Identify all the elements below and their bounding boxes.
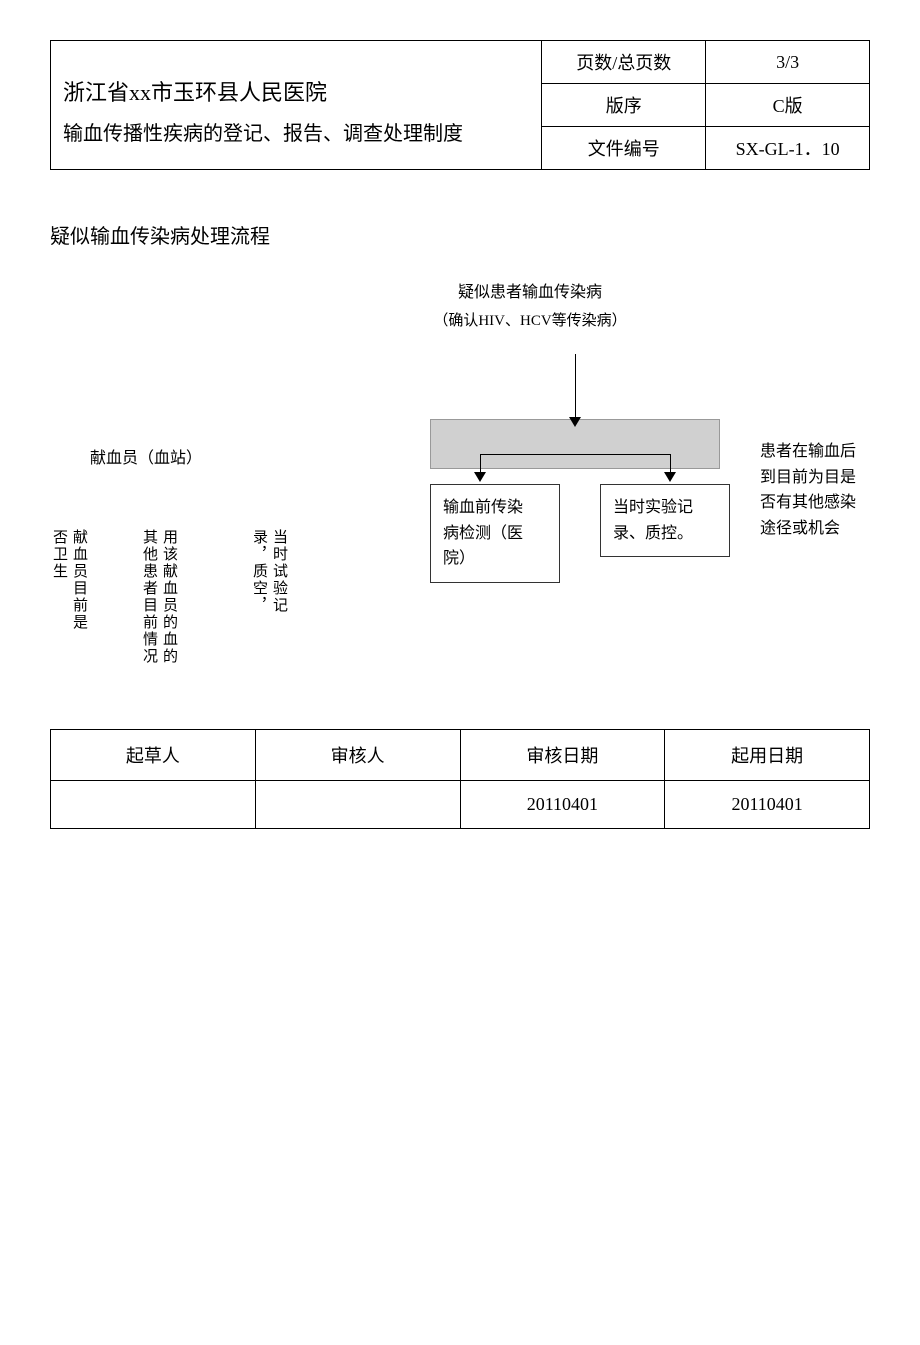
box1-line1: 输血前传染 [443, 495, 547, 521]
footer-table: 起草人 审核人 审核日期 起用日期 20110401 20110401 [50, 729, 870, 829]
page-label: 页数/总页数 [542, 41, 706, 84]
footer-val4: 20110401 [665, 781, 870, 829]
section-title: 疑似输血传染病处理流程 [50, 220, 870, 249]
footer-col1: 起草人 [51, 730, 256, 781]
footer-col4: 起用日期 [665, 730, 870, 781]
arrow-icon [664, 472, 676, 482]
box1-line2: 病检测（医 [443, 521, 547, 547]
box2-line1: 当时实验记 [613, 495, 717, 521]
footer-val3: 20110401 [460, 781, 665, 829]
flow-container: 疑似患者输血传染病 （确认HIV、HCV等传染病） 献血员（血站） 输血前传染 … [50, 279, 870, 719]
vertical-text-group-2: 其他患者目前情况 用该献血员的血的 [140, 529, 178, 665]
vt2b: 用该献血员的血的 [160, 529, 178, 665]
vertical-text-group-3: 录，质空， 当时试验记 [250, 529, 288, 614]
footer-col3: 审核日期 [460, 730, 665, 781]
footer-val2 [255, 781, 460, 829]
branch-box-2: 当时实验记 录、质控。 [600, 484, 730, 557]
header-left-cell: 浙江省xx市玉环县人民医院 输血传播性疾病的登记、报告、调查处理制度 [51, 41, 542, 170]
vt3b: 当时试验记 [270, 529, 288, 614]
box2-line2: 录、质控。 [613, 521, 717, 547]
vt1b: 献血员目前是 [70, 529, 88, 631]
flow-top-title: 疑似患者输血传染病 [190, 279, 870, 308]
arrow-line [480, 454, 481, 474]
vt2a: 其他患者目前情况 [140, 529, 158, 665]
arrow-line [575, 354, 576, 419]
footer-col2: 审核人 [255, 730, 460, 781]
vt3a: 录，质空， [250, 529, 268, 614]
vertical-text-group-1: 否卫生 献血员目前是 [50, 529, 88, 631]
arrow-line [670, 454, 671, 474]
footer-val1 [51, 781, 256, 829]
version-label: 版序 [542, 84, 706, 127]
fileno-value: SX-GL-1．10 [706, 127, 870, 170]
arrow-icon [569, 417, 581, 427]
split-line [480, 454, 670, 455]
page-value: 3/3 [706, 41, 870, 84]
branch-box-1: 输血前传染 病检测（医 院） [430, 484, 560, 583]
hospital-name: 浙江省xx市玉环县人民医院 [63, 65, 529, 117]
version-value: C版 [706, 84, 870, 127]
vt1a: 否卫生 [50, 529, 68, 631]
right-text: 患者在输血后到目前为目是否有其他感染途径或机会 [760, 439, 870, 541]
arrow-icon [474, 472, 486, 482]
header-table: 浙江省xx市玉环县人民医院 输血传播性疾病的登记、报告、调查处理制度 页数/总页… [50, 40, 870, 170]
flow-top-subtitle: （确认HIV、HCV等传染病） [190, 308, 870, 335]
box1-line3: 院） [443, 546, 547, 572]
doc-title: 输血传播性疾病的登记、报告、调查处理制度 [63, 117, 529, 146]
left-label: 献血员（血站） [90, 444, 202, 468]
fileno-label: 文件编号 [542, 127, 706, 170]
flow-title-block: 疑似患者输血传染病 （确认HIV、HCV等传染病） [190, 279, 870, 335]
